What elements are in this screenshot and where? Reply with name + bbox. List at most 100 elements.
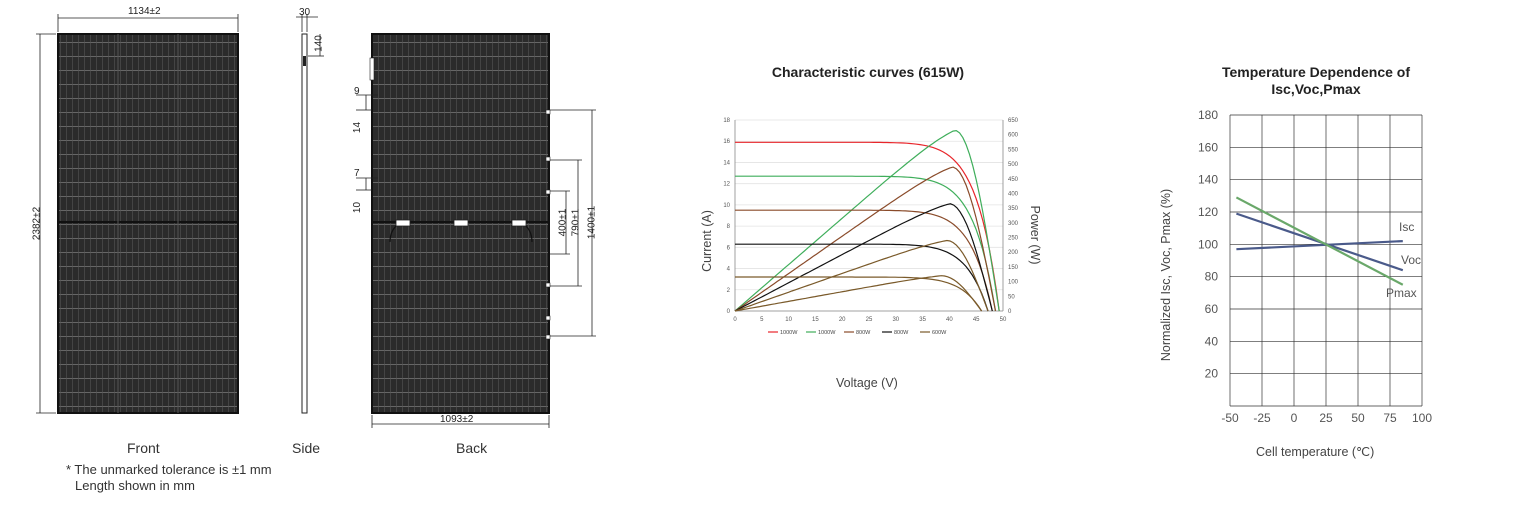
temp-x-tick: 25 xyxy=(1319,411,1333,425)
temp-y-tick: 100 xyxy=(1198,237,1218,251)
temp-y-tick: 160 xyxy=(1198,140,1218,154)
temp-series-label-voc: Voc xyxy=(1401,253,1421,267)
iv-y-axis-label: Current (A) xyxy=(700,210,714,272)
width-dimension: 1134±2 xyxy=(128,6,161,17)
iv-y-tick: 0 xyxy=(727,309,731,315)
iv-series-pv-3 xyxy=(734,166,997,312)
iv-x-tick: 20 xyxy=(839,317,846,323)
iv-y2-tick: 0 xyxy=(1008,309,1012,315)
iv-chart: 0246810121416180501001502002503003504004… xyxy=(723,118,1019,336)
back-width-dimension: 1093±2 xyxy=(440,414,474,425)
units-note: Length shown in mm xyxy=(75,478,195,493)
iv-legend-label: 1000W xyxy=(780,330,798,336)
back-panel xyxy=(369,33,551,414)
temp-x-axis-label: Cell temperature (℃) xyxy=(1256,445,1375,459)
temp-y-tick: 60 xyxy=(1205,302,1219,316)
iv-y-tick: 2 xyxy=(727,288,731,294)
temp-y-tick: 40 xyxy=(1205,334,1219,348)
height-dimension: 2382±2 xyxy=(31,206,43,241)
iv-x-tick: 25 xyxy=(866,317,873,323)
temp-y-axis-label: Normalized Isc, Voc, Pmax (%) xyxy=(1159,188,1173,362)
iv-legend-label: 1000W xyxy=(818,330,836,336)
iv-y2-axis-label: Power (W) xyxy=(1028,205,1042,265)
iv-chart-title: Characteristic curves (615W) xyxy=(771,64,965,80)
back-dimension-lines xyxy=(356,94,596,428)
temp-y-tick: 180 xyxy=(1198,108,1218,122)
iv-legend-label: 600W xyxy=(932,330,947,336)
back-label: Back xyxy=(456,440,488,456)
iv-series-iv-6 xyxy=(735,243,989,312)
iv-y-tick: 16 xyxy=(723,139,730,145)
iv-y-tick: 14 xyxy=(723,160,730,166)
tolerance-note: * The unmarked tolerance is ±1 mm xyxy=(66,462,272,477)
iv-y2-tick: 50 xyxy=(1008,294,1015,300)
temp-chart-title: Temperature Dependence of Isc,Voc,Pmax xyxy=(1221,64,1410,97)
temp-series-label-pmax: Pmax xyxy=(1386,286,1417,300)
iv-x-tick: 30 xyxy=(892,317,899,323)
module-drawings xyxy=(36,14,596,428)
temp-y-tick: 80 xyxy=(1205,270,1219,284)
iv-series-iv-4 xyxy=(735,209,993,312)
iv-x-tick: 5 xyxy=(760,317,764,323)
iv-series-iv-8 xyxy=(735,276,983,312)
temp-x-tick: 0 xyxy=(1291,411,1298,425)
iv-y2-tick: 150 xyxy=(1008,265,1019,271)
hole-dimension-1400: 1400±1 xyxy=(586,205,598,240)
iv-y2-tick: 600 xyxy=(1008,133,1019,139)
temp-series-isc xyxy=(1236,240,1403,251)
iv-y-tick: 8 xyxy=(727,224,731,230)
iv-x-tick: 45 xyxy=(973,317,980,323)
temp-x-tick: 75 xyxy=(1383,411,1397,425)
thickness-dimension: 30 xyxy=(299,7,311,18)
iv-x-tick: 40 xyxy=(946,317,953,323)
iv-y2-tick: 100 xyxy=(1008,280,1019,286)
iv-x-tick: 10 xyxy=(785,317,792,323)
iv-series-pv-1 xyxy=(734,129,1000,312)
iv-series-pv-5 xyxy=(734,203,993,312)
side-label: Side xyxy=(292,440,321,456)
iv-y-tick: 18 xyxy=(723,118,730,124)
front-panel xyxy=(57,33,239,414)
front-dimension-lines xyxy=(36,14,239,414)
small-dim-7: 7 xyxy=(354,168,360,179)
iv-series-iv-2 xyxy=(735,175,997,312)
iv-x-tick: 15 xyxy=(812,317,819,323)
iv-y2-tick: 500 xyxy=(1008,162,1019,168)
side-top-dimension: 140 xyxy=(313,35,325,52)
iv-y2-tick: 350 xyxy=(1008,206,1019,212)
temp-y-tick: 140 xyxy=(1198,173,1218,187)
iv-y-tick: 6 xyxy=(727,245,731,251)
temp-series-label-isc: Isc xyxy=(1399,220,1414,234)
temp-x-tick: 100 xyxy=(1412,411,1432,425)
iv-y-tick: 12 xyxy=(723,182,730,188)
iv-legend-label: 800W xyxy=(856,330,871,336)
iv-series-iv-0 xyxy=(735,141,1000,312)
iv-y2-tick: 400 xyxy=(1008,191,1019,197)
hole-dimension-400: 400±1 xyxy=(557,208,569,237)
iv-x-tick: 35 xyxy=(919,317,926,323)
iv-y2-tick: 550 xyxy=(1008,147,1019,153)
temp-series-pmax xyxy=(1235,196,1404,286)
small-dim-9: 9 xyxy=(354,86,360,97)
iv-y2-tick: 450 xyxy=(1008,177,1019,183)
temp-y-tick: 120 xyxy=(1198,205,1218,219)
iv-y2-tick: 650 xyxy=(1008,118,1019,124)
iv-x-tick: 50 xyxy=(1000,317,1007,323)
temp-chart: 20 40 60 80 100 120 140 160 180 -50 -25 0 25 50 75 100 I… xyxy=(1198,108,1432,425)
small-dim-10: 10 xyxy=(352,201,364,214)
front-label: Front xyxy=(127,440,160,456)
hole-dimension-790: 790±1 xyxy=(570,208,582,237)
temp-x-tick: -50 xyxy=(1221,411,1239,425)
temp-x-tick: 50 xyxy=(1351,411,1365,425)
iv-y-tick: 10 xyxy=(723,203,730,209)
small-dim-14: 14 xyxy=(352,121,364,134)
side-panel xyxy=(296,14,324,414)
temp-y-tick: 20 xyxy=(1205,367,1219,381)
iv-x-axis-label: Voltage (V) xyxy=(836,376,898,390)
iv-y-tick: 4 xyxy=(727,267,731,273)
temp-x-tick: -25 xyxy=(1253,411,1271,425)
iv-series-pv-9 xyxy=(734,275,983,312)
iv-y2-tick: 250 xyxy=(1008,236,1019,242)
iv-y2-tick: 200 xyxy=(1008,250,1019,256)
iv-y2-tick: 300 xyxy=(1008,221,1019,227)
